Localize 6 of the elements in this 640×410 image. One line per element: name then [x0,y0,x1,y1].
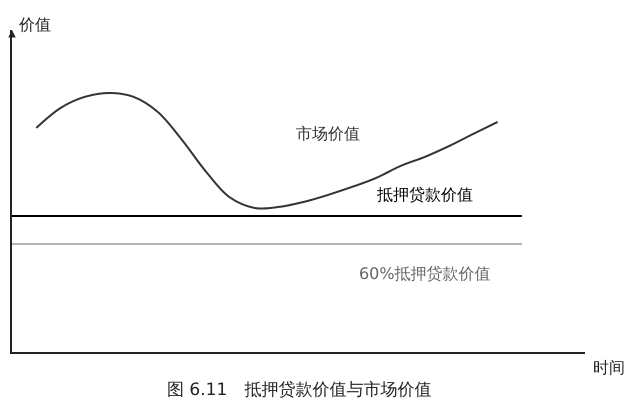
y-axis-title: 价值 [18,15,51,34]
x-axis-title: 时间 [593,358,625,377]
text: 图 6.11 抵押贷款价值与市场价值 [167,380,432,400]
text: 市场价值 [296,124,360,143]
series-label: 60%抵押贷款价值 [359,264,491,283]
series-label: 抵押贷款价值 [376,185,473,204]
